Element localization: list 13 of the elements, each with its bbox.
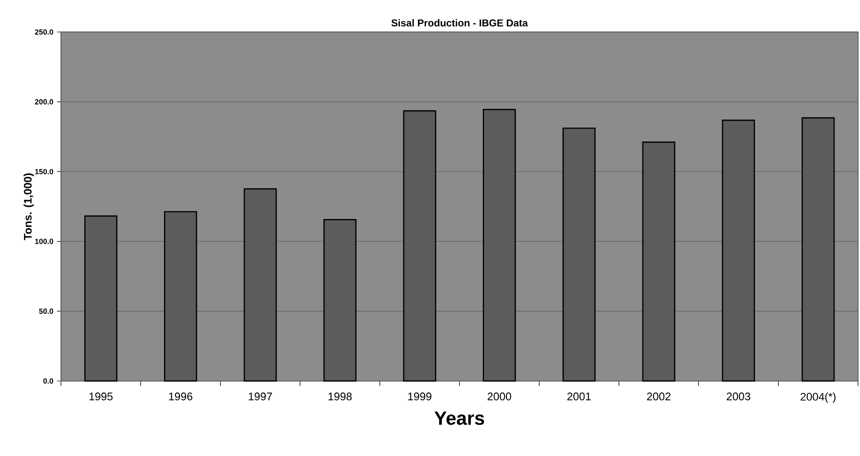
x-tick-label: 1996 [169, 392, 192, 400]
x-tick-label: 2003 [726, 392, 750, 400]
x-tick-label: 1997 [248, 392, 272, 400]
x-tick-label: 2002 [647, 392, 670, 400]
y-axis-title: Tons. (1,000) [24, 173, 34, 240]
x-axis-title: Years [434, 412, 484, 425]
x-tick-label: 1999 [408, 392, 432, 400]
chart-title: Sisal Production - IBGE Data [391, 19, 528, 26]
x-tick-label: 2000 [488, 392, 512, 400]
x-tick-label: 1995 [89, 392, 113, 400]
x-tick-label: 1998 [328, 392, 352, 400]
x-tick-label: 2004(*) [800, 392, 836, 403]
x-tick-label: 2001 [567, 392, 591, 400]
